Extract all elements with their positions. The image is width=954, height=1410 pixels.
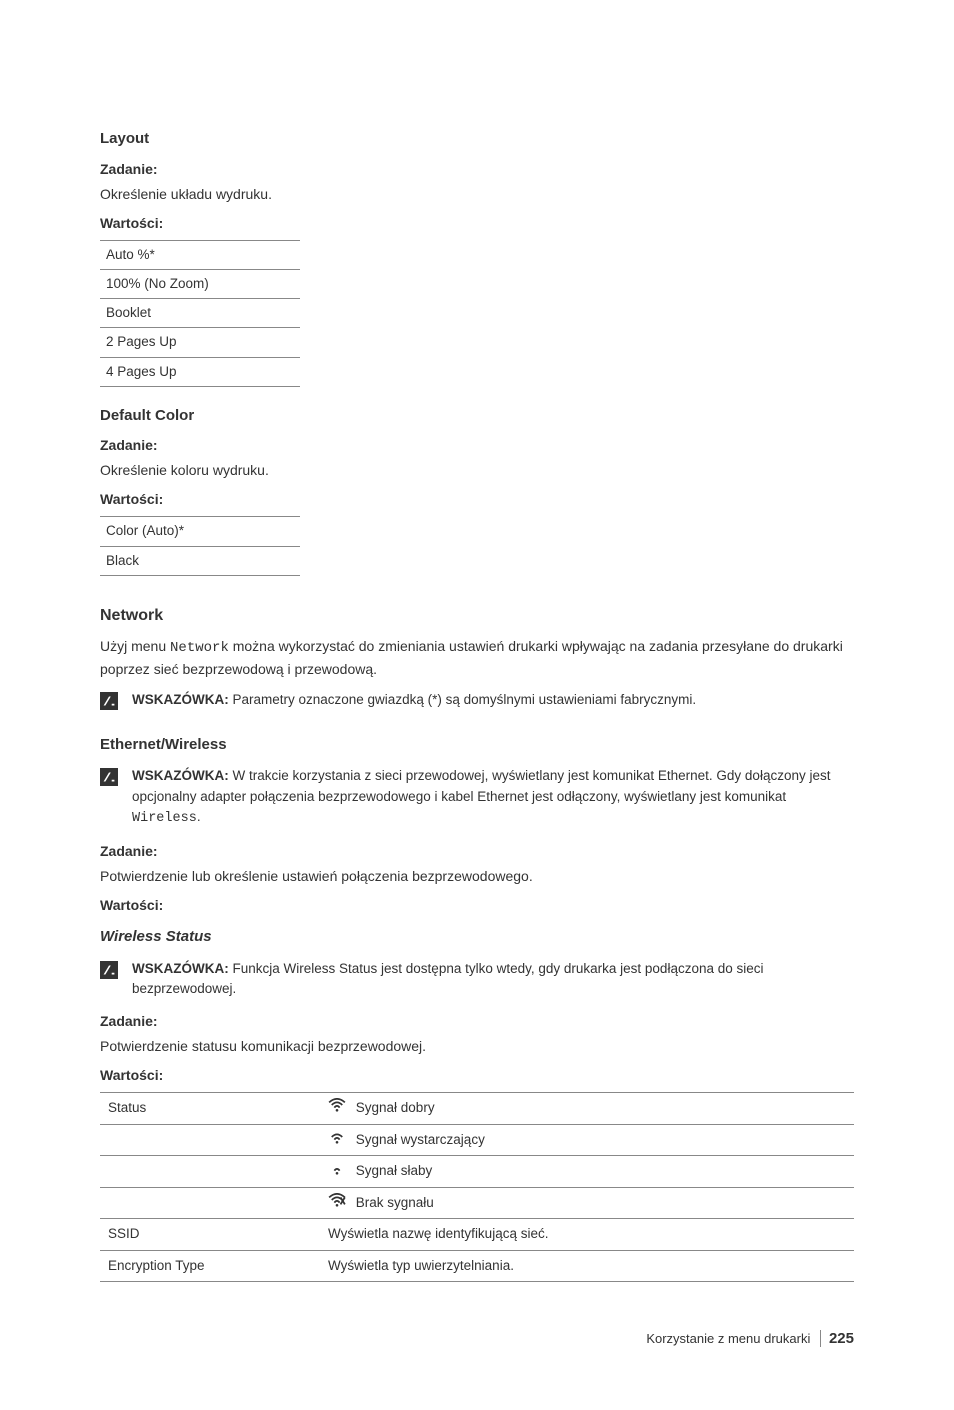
values-label: Wartości: [100,1065,854,1086]
note-block: WSKAZÓWKA: W trakcie korzystania z sieci… [100,766,854,829]
status-label: Status [100,1093,320,1125]
encryption-label: Encryption Type [100,1250,320,1281]
table-row: 2 Pages Up [100,328,300,357]
footer-text: Korzystanie z menu drukarki [646,1331,810,1346]
table-row: 4 Pages Up [100,357,300,386]
wireless-status-table: Status Sygnał dobry Sygnał wystarczający [100,1092,854,1282]
heading-ethernet-wireless: Ethernet/Wireless [100,734,854,757]
task-text: Określenie układu wydruku. [100,184,854,205]
note-icon [100,961,118,1000]
table-row: Booklet [100,299,300,328]
signal-good-row: Sygnał dobry [320,1093,854,1125]
note-icon [100,768,118,829]
signal-weak-row: Sygnał słaby [320,1156,854,1188]
heading-wireless-status: Wireless Status [100,926,854,949]
section-network: Network Użyj menu Network można wykorzys… [100,604,854,716]
wifi-medium-icon [328,1130,346,1150]
task-label: Zadanie: [100,841,854,862]
section-default-color: Default Color Zadanie: Określenie koloru… [100,405,854,576]
ssid-label: SSID [100,1219,320,1250]
table-row: Auto %* [100,240,300,269]
table-row: Color (Auto)* [100,517,300,546]
table-row: Black [100,546,300,575]
note-block: WSKAZÓWKA: Parametry oznaczone gwiazdką … [100,690,854,716]
wifi-full-icon [328,1098,346,1118]
signal-fair-row: Sygnał wystarczający [320,1124,854,1156]
table-row: 100% (No Zoom) [100,269,300,298]
page-number: 225 [820,1330,854,1347]
task-text: Potwierdzenie statusu komunikacji bezprz… [100,1036,854,1057]
task-label: Zadanie: [100,435,854,456]
task-label: Zadanie: [100,1011,854,1032]
heading-default-color: Default Color [100,405,854,428]
note-text: WSKAZÓWKA: Parametry oznaczone gwiazdką … [132,690,696,716]
signal-none-row: Brak sygnału [320,1187,854,1219]
wifi-low-icon [328,1161,346,1181]
task-label: Zadanie: [100,159,854,180]
section-wireless-status: Wireless Status WSKAZÓWKA: Funkcja Wirel… [100,926,854,1282]
values-label: Wartości: [100,489,854,510]
heading-layout: Layout [100,128,854,151]
section-ethernet-wireless: Ethernet/Wireless WSKAZÓWKA: W trakcie k… [100,734,854,916]
network-intro: Użyj menu Network można wykorzystać do z… [100,636,854,680]
ssid-text: Wyświetla nazwę identyfikującą sieć. [320,1219,854,1250]
values-label: Wartości: [100,895,854,916]
wifi-none-icon [328,1193,346,1213]
note-text: WSKAZÓWKA: Funkcja Wireless Status jest … [132,959,854,1000]
task-text: Określenie koloru wydruku. [100,460,854,481]
default-color-values-table: Color (Auto)* Black [100,516,300,576]
heading-network: Network [100,604,854,628]
note-text: WSKAZÓWKA: W trakcie korzystania z sieci… [132,766,854,829]
note-icon [100,692,118,716]
encryption-text: Wyświetla typ uwierzytelniania. [320,1250,854,1281]
note-block: WSKAZÓWKA: Funkcja Wireless Status jest … [100,959,854,1000]
section-layout: Layout Zadanie: Określenie układu wydruk… [100,128,854,387]
task-text: Potwierdzenie lub określenie ustawień po… [100,866,854,887]
page-footer: Korzystanie z menu drukarki 225 [100,1328,854,1351]
layout-values-table: Auto %* 100% (No Zoom) Booklet 2 Pages U… [100,240,300,387]
values-label: Wartości: [100,213,854,234]
